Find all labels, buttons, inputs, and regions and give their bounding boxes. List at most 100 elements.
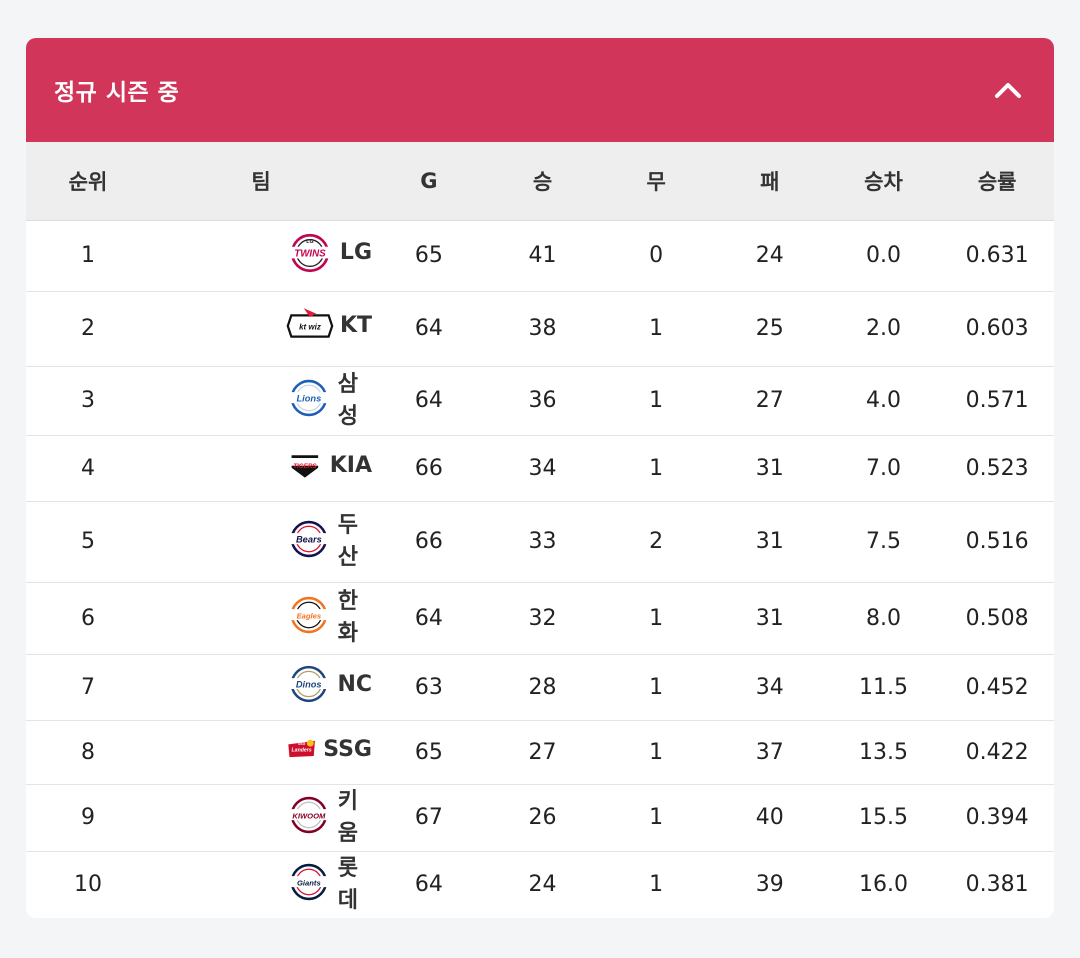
rank-cell: 6 xyxy=(81,605,95,631)
draws-cell: 2 xyxy=(649,529,664,554)
team-logo-text: kt wiz xyxy=(299,322,321,331)
losses-cell: 31 xyxy=(755,455,784,481)
losses-cell: 39 xyxy=(755,872,784,898)
team-cell[interactable]: SSG Landers SSG xyxy=(150,720,372,784)
rank-cell: 8 xyxy=(81,739,95,765)
games-cell: 63 xyxy=(414,674,443,700)
team-cell[interactable]: TIGERS KIA xyxy=(150,435,372,501)
table-row[interactable]: 10 Giants 롯데 64 24 1 39 16.0 0.381 xyxy=(26,851,1054,918)
team-name[interactable]: 두산 xyxy=(337,512,358,570)
table-row[interactable]: 1 LG TWINS LG 65 41 0 24 0.0 0.631 xyxy=(26,220,1054,291)
team-logo-ktwiz: kt wiz xyxy=(286,307,334,338)
draws-cell: 1 xyxy=(649,805,664,830)
team-logo-landers: SSG Landers xyxy=(288,739,315,758)
column-header-team[interactable]: 팀 xyxy=(251,169,271,194)
rank-cell: 7 xyxy=(81,674,95,700)
team-name[interactable]: 삼성 xyxy=(337,371,358,429)
team-name[interactable]: KIA xyxy=(329,452,372,478)
rank-cell: 5 xyxy=(81,529,95,554)
wins-cell: 38 xyxy=(528,316,557,341)
win-pct-cell: 0.571 xyxy=(965,388,1029,413)
games-behind-cell: 11.5 xyxy=(858,674,908,700)
draws-cell: 1 xyxy=(649,388,664,413)
draws-cell: 1 xyxy=(649,674,664,700)
rank-cell: 3 xyxy=(81,388,95,413)
losses-cell: 37 xyxy=(755,739,784,765)
games-cell: 65 xyxy=(414,739,443,765)
win-pct-cell: 0.394 xyxy=(965,805,1029,830)
wins-cell: 41 xyxy=(528,243,557,268)
table-row[interactable]: 9 KIWOOM 키움 67 26 1 40 15.5 0.394 xyxy=(26,784,1054,851)
games-behind-cell: 4.0 xyxy=(865,388,901,413)
losses-cell: 40 xyxy=(755,805,784,830)
team-cell[interactable]: kt wiz KT xyxy=(150,291,372,366)
table-row[interactable]: 6 Eagles 한화 64 32 1 31 8.0 0.508 xyxy=(26,582,1054,654)
team-cell[interactable]: Giants 롯데 xyxy=(150,851,372,918)
team-logo-text: Eagles xyxy=(297,611,322,620)
win-pct-cell: 0.631 xyxy=(965,243,1029,268)
losses-cell: 25 xyxy=(755,316,784,341)
table-row[interactable]: 4 TIGERS KIA 66 34 1 31 7.0 0.523 xyxy=(26,435,1054,501)
table-row[interactable]: 5 Bears 두산 66 33 2 31 7.5 0.516 xyxy=(26,501,1054,582)
collapse-button[interactable] xyxy=(988,70,1028,110)
team-logo-giants: Giants xyxy=(287,863,331,900)
team-name[interactable]: 한화 xyxy=(337,589,358,646)
team-logo-dinos: Dinos xyxy=(287,665,330,703)
team-name[interactable]: KT xyxy=(339,313,372,338)
column-header-win-pct[interactable]: 승률 xyxy=(977,169,1017,194)
games-behind-cell: 2.0 xyxy=(865,316,901,341)
team-cell[interactable]: Lions 삼성 xyxy=(150,366,372,435)
column-header-wins[interactable]: 승 xyxy=(532,169,553,194)
column-header-draws[interactable]: 무 xyxy=(646,169,666,194)
column-header-games-behind[interactable]: 승차 xyxy=(864,169,903,194)
team-logo-text: Bears xyxy=(296,534,322,544)
games-behind-cell: 7.5 xyxy=(865,529,901,554)
team-logo-twins: LG TWINS xyxy=(287,233,333,272)
team-name[interactable]: 롯데 xyxy=(337,855,358,913)
team-cell[interactable]: Dinos NC xyxy=(150,654,372,720)
games-cell: 66 xyxy=(414,455,443,481)
win-pct-cell: 0.603 xyxy=(965,316,1029,341)
losses-cell: 24 xyxy=(755,243,784,268)
wins-cell: 26 xyxy=(528,805,557,830)
losses-cell: 27 xyxy=(755,388,784,413)
team-logo-text: Dinos xyxy=(296,679,322,689)
losses-cell: 34 xyxy=(755,674,784,700)
table-row[interactable]: 7 Dinos NC 63 28 1 34 11.5 0.452 xyxy=(26,654,1054,720)
team-logo-text: TWINS xyxy=(294,248,326,259)
table-row[interactable]: 3 Lions 삼성 64 36 1 27 4.0 0.571 xyxy=(26,366,1054,435)
column-header-rank[interactable]: 순위 xyxy=(68,169,108,194)
table-row[interactable]: 8 SSG Landers SSG 65 27 1 37 13.5 0.422 xyxy=(26,720,1054,784)
column-header-losses[interactable]: 패 xyxy=(760,169,780,194)
team-name[interactable]: 키움 xyxy=(337,788,358,846)
team-cell[interactable]: LG TWINS LG xyxy=(150,220,372,291)
team-cell[interactable]: KIWOOM 키움 xyxy=(150,784,372,851)
games-behind-cell: 15.5 xyxy=(858,805,908,830)
panel-header[interactable]: 정규 시즌 중 xyxy=(26,38,1054,142)
team-logo-bears: Bears xyxy=(287,520,331,557)
rank-cell: 4 xyxy=(81,455,95,481)
draws-cell: 1 xyxy=(649,316,664,341)
games-behind-cell: 0.0 xyxy=(865,243,901,268)
rank-cell: 1 xyxy=(81,243,95,268)
team-logo-text: KIWOOM xyxy=(292,811,326,820)
win-pct-cell: 0.523 xyxy=(965,455,1029,481)
games-behind-cell: 8.0 xyxy=(865,605,901,631)
team-name[interactable]: SSG xyxy=(323,736,372,762)
standings-table: 순위 팀 G 승 무 패 승차 승률 1 LG TWINS LG 65 xyxy=(26,142,1054,918)
column-header-games[interactable]: G xyxy=(420,168,438,193)
draws-cell: 1 xyxy=(649,455,664,481)
table-row[interactable]: 2 kt wiz KT 64 38 1 25 2.0 0.603 xyxy=(26,291,1054,366)
win-pct-cell: 0.516 xyxy=(965,529,1029,554)
games-cell: 64 xyxy=(414,316,443,341)
draws-cell: 1 xyxy=(649,872,664,898)
team-name[interactable]: NC xyxy=(337,671,372,697)
losses-cell: 31 xyxy=(755,605,784,631)
win-pct-cell: 0.422 xyxy=(965,739,1029,765)
team-name[interactable]: LG xyxy=(339,240,372,265)
team-logo-text: Landers xyxy=(292,747,312,753)
chevron-up-icon xyxy=(995,83,1021,98)
team-cell[interactable]: Eagles 한화 xyxy=(150,582,372,654)
team-cell[interactable]: Bears 두산 xyxy=(150,501,372,582)
team-logo-top-text: LG xyxy=(306,239,313,245)
